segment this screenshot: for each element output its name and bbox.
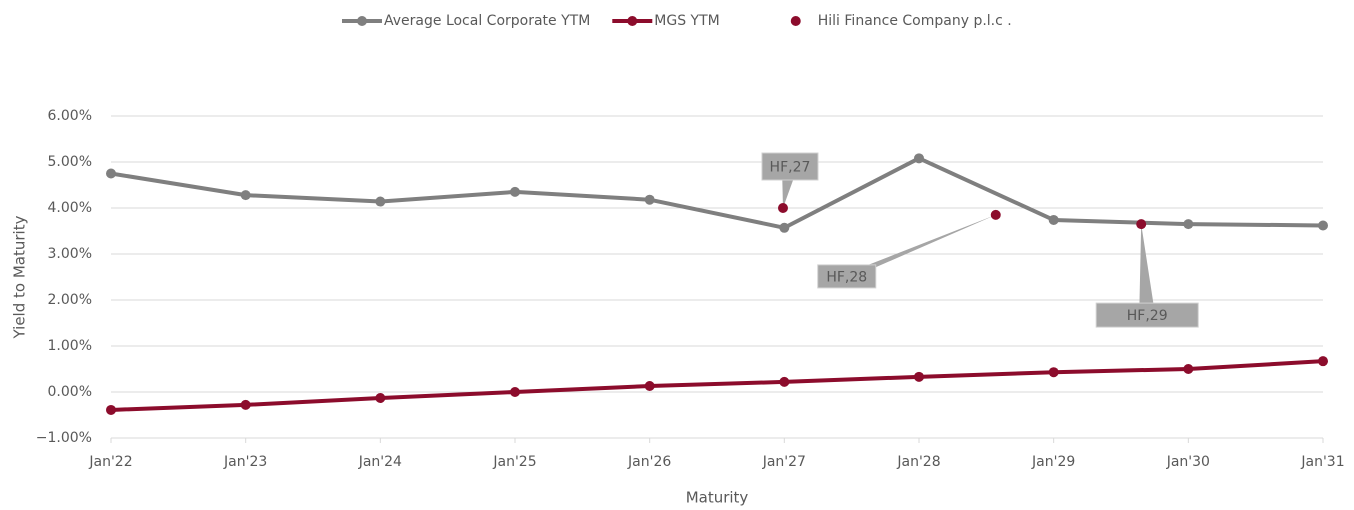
point (779, 222, 790, 233)
x-tick-label: Jan'23 (223, 454, 267, 470)
point (106, 404, 116, 415)
y-tick-label: −1.00% (36, 430, 92, 446)
point (375, 196, 386, 207)
x-tick-label: Jan'30 (1166, 454, 1210, 470)
point (106, 168, 116, 179)
y-tick-label: 1.00% (48, 338, 92, 354)
y-tick-label: 6.00% (48, 108, 92, 124)
series-line (110, 156, 1324, 230)
point (240, 399, 251, 410)
point (375, 392, 386, 403)
legend-label: Average Local Corporate YTM (384, 13, 590, 29)
legend-marker (790, 16, 801, 26)
legend-label: MGS YTM (654, 13, 719, 29)
point (914, 153, 924, 164)
callout-pointer (838, 214, 996, 277)
data-label: HF,29 (1127, 308, 1168, 324)
point (644, 194, 655, 205)
x-tick-label: Jan'28 (896, 454, 940, 470)
point (914, 371, 924, 382)
point (990, 209, 1001, 220)
point (777, 203, 788, 213)
x-tick-label: Jan'24 (358, 454, 402, 470)
point (1136, 219, 1147, 230)
y-tick-label: 5.00% (48, 154, 92, 170)
point (644, 381, 655, 392)
x-tick-label: Jan'27 (762, 454, 806, 470)
x-tick-label: Jan'25 (492, 454, 536, 470)
point (1318, 356, 1328, 367)
point (510, 186, 520, 197)
legend-marker (357, 16, 367, 26)
data-label: HF,28 (826, 269, 867, 285)
x-tick-label: Jan'31 (1300, 454, 1344, 470)
point (1048, 367, 1059, 378)
legend-label: Hili Finance Company p.l.c . (818, 13, 1012, 29)
point (1183, 219, 1194, 230)
y-tick-label: 4.00% (48, 200, 92, 216)
callout-box (817, 264, 877, 289)
callout-box (1095, 302, 1199, 328)
point (779, 376, 790, 387)
point (510, 387, 520, 397)
series-line (110, 359, 1324, 412)
data-label: HF,27 (770, 160, 811, 176)
point (1318, 220, 1328, 231)
x-tick-label: Jan'26 (627, 454, 671, 470)
x-tick-label: Jan'29 (1031, 454, 1075, 470)
y-tick-label: 2.00% (48, 292, 92, 308)
y-tick-label: 3.00% (48, 246, 92, 262)
y-axis-label: Yield to Maturity (11, 215, 29, 339)
point (1048, 214, 1059, 225)
point (1183, 364, 1194, 374)
callout-pointer (1139, 224, 1156, 316)
y-tick-label: 0.00% (48, 384, 92, 400)
x-axis-label: Maturity (686, 489, 749, 507)
x-tick-label: Jan'22 (88, 454, 132, 470)
legend-marker (627, 16, 638, 26)
callout-box (761, 152, 819, 181)
point (240, 190, 251, 201)
